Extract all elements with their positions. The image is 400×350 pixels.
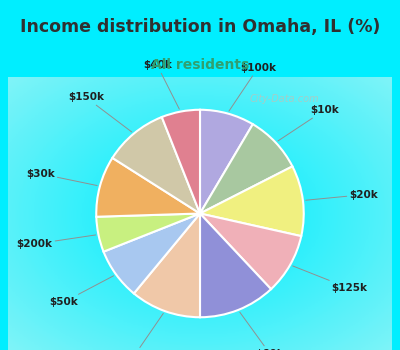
Text: $20k: $20k (306, 190, 378, 200)
Wedge shape (200, 166, 304, 236)
Text: $30k: $30k (26, 169, 97, 186)
Text: All residents: All residents (151, 58, 249, 72)
Wedge shape (134, 214, 200, 317)
Text: $200k: $200k (16, 235, 96, 249)
Wedge shape (96, 214, 200, 252)
Wedge shape (162, 110, 200, 214)
Text: $50k: $50k (49, 276, 114, 307)
Wedge shape (104, 214, 200, 293)
Text: $40k: $40k (143, 61, 179, 109)
Wedge shape (200, 214, 301, 289)
Text: $60k: $60k (240, 312, 284, 350)
Text: City-Data.com: City-Data.com (250, 94, 319, 104)
Text: $100k: $100k (229, 63, 276, 111)
Text: $125k: $125k (293, 266, 367, 293)
Text: $150k: $150k (68, 92, 132, 132)
Text: $75k: $75k (120, 313, 163, 350)
Wedge shape (200, 110, 253, 214)
Wedge shape (112, 117, 200, 214)
Text: Income distribution in Omaha, IL (%): Income distribution in Omaha, IL (%) (20, 18, 380, 36)
Wedge shape (200, 124, 292, 214)
Text: $10k: $10k (278, 105, 339, 141)
Wedge shape (200, 214, 271, 317)
Wedge shape (96, 158, 200, 217)
